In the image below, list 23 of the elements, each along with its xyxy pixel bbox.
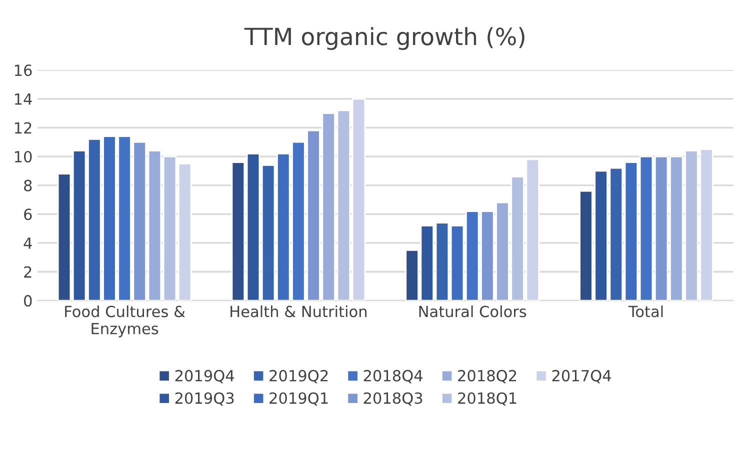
y-tick-label: 2 [24, 266, 32, 278]
x-tick-label: Food Cultures & Enzymes [65, 305, 185, 338]
legend-label: 2018Q2 [458, 370, 516, 384]
y-tick-label: 0 [24, 295, 32, 307]
chart-title: TTM organic growth (%) [244, 27, 524, 50]
x-tick-label: Health & Nutrition [230, 305, 366, 318]
y-tick-label: 6 [24, 208, 32, 220]
x-tick-label: Natural Colors [419, 305, 526, 318]
y-tick-label: 12 [14, 122, 32, 134]
legend-label: 2019Q2 [270, 370, 328, 384]
legend-label: 2018Q3 [364, 392, 422, 406]
y-tick-label: 8 [24, 180, 32, 192]
legend-label: 2017Q4 [552, 370, 611, 384]
legend-label: 2019Q3 [175, 392, 234, 406]
legend-label: 2019Q4 [175, 370, 234, 384]
y-tick-label: 16 [14, 64, 32, 76]
y-tick-label: 10 [14, 150, 32, 163]
y-tick-label: 4 [24, 238, 32, 249]
y-tick-label: 14 [14, 94, 32, 105]
legend-label: 2018Q4 [364, 370, 422, 384]
legend-label: 2018Q1 [458, 392, 516, 406]
x-tick-label: Total [628, 305, 663, 318]
legend-label: 2019Q1 [270, 392, 328, 406]
